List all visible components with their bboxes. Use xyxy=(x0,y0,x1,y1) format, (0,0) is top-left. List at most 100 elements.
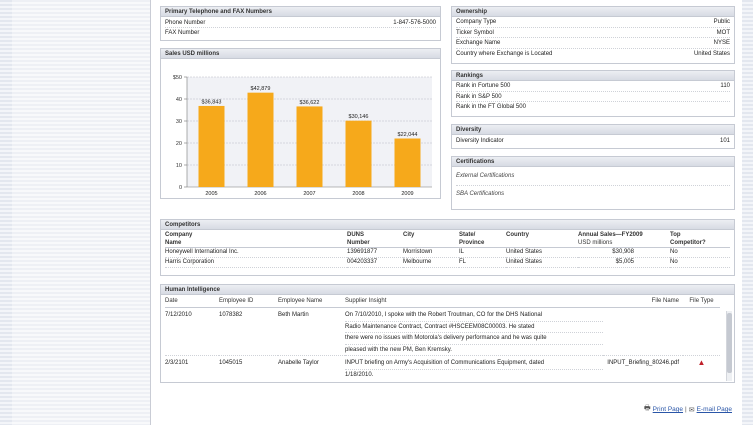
bar xyxy=(198,105,225,187)
col-date: Date xyxy=(165,295,219,308)
hi-insight: INPUT briefing on Army's Acquisition of … xyxy=(345,356,603,381)
bar xyxy=(296,106,323,187)
col-state: State/Province xyxy=(459,230,506,248)
hi-file-type[interactable]: ▲ xyxy=(683,356,720,381)
hi-employee-name: Beth Martin xyxy=(278,307,345,356)
bar-value-label: $36,622 xyxy=(300,100,320,106)
competitors-panel: Competitors Company Name DUNS Number City … xyxy=(160,219,735,276)
hi-date: 7/12/2010 xyxy=(165,307,219,356)
y-tick-label: 30 xyxy=(176,119,182,125)
sales-panel: Sales USD millions $50 40 30 20 10 0 $36,843 20… xyxy=(160,48,441,199)
col-employee-name: Employee Name xyxy=(278,295,345,308)
page-footer: 🖶 Print Page | ✉ E-mail Page xyxy=(644,404,732,415)
col-supplier-insight: Supplier Insight xyxy=(345,295,603,308)
hi-file-name[interactable]: INPUT_Briefing_80246.pdf xyxy=(607,360,679,366)
contact-panel-title: Primary Telephone and FAX Numbers xyxy=(161,7,440,17)
fax-row: FAX Number xyxy=(165,28,436,39)
email-page-link[interactable]: E-mail Page xyxy=(696,406,732,413)
sp-rank-row: Rank in S&P 500 xyxy=(456,92,730,102)
col-annual-sales: Annual Sales—FY2009 USD millions xyxy=(578,230,670,248)
external-certifications: External Certifications xyxy=(456,167,730,186)
pdf-icon[interactable]: ▲ xyxy=(697,358,706,367)
competitor-top: No xyxy=(670,247,730,258)
ownership-panel-title: Ownership xyxy=(452,7,734,17)
company-type-label: Company Type xyxy=(456,19,497,25)
col-file-type: File Type xyxy=(683,295,720,308)
x-tick-label: 2007 xyxy=(303,191,315,197)
competitor-state: IL xyxy=(459,247,506,258)
phone-value: 1-847-576-5000 xyxy=(393,20,436,26)
competitors-table: Company Name DUNS Number City State/Provin… xyxy=(165,230,730,268)
col-city: City xyxy=(403,230,459,248)
insight-scrollbar-thumb[interactable] xyxy=(727,313,732,373)
exchange-country-value: United States xyxy=(693,50,730,57)
exchange-country-row: Country where Exchange is Located United… xyxy=(456,49,730,60)
competitor-sales: $30,908 xyxy=(578,247,670,258)
bar-value-label: $30,146 xyxy=(349,114,369,120)
hi-employee-name: Anabelle Taylor xyxy=(278,360,319,366)
left-sidebar xyxy=(12,0,151,425)
hi-file-name xyxy=(603,307,683,356)
company-type-value: Public xyxy=(713,19,730,25)
x-tick-label: 2006 xyxy=(254,191,266,197)
col-duns: DUNS Number xyxy=(347,230,403,248)
left-decorative-stripe xyxy=(0,0,12,425)
competitor-duns: 004203337 xyxy=(347,257,403,268)
hi-employee-id: 1045015 xyxy=(219,360,243,366)
diversity-panel: Diversity Diversity Indicator 101 xyxy=(451,124,735,149)
fax-label: FAX Number xyxy=(165,30,200,36)
exchange-row: Exchange Name NYSE xyxy=(456,38,730,49)
fortune-rank-row: Rank in Fortune 500 110 xyxy=(456,81,730,92)
contact-panel: Primary Telephone and FAX Numbers Phone … xyxy=(160,6,441,41)
insight-scrollbar[interactable] xyxy=(726,311,732,381)
y-tick-label: 20 xyxy=(176,141,182,147)
x-tick-label: 2008 xyxy=(352,191,364,197)
competitor-country: United States xyxy=(506,257,578,268)
bar xyxy=(247,92,274,187)
company-type-row: Company Type Public xyxy=(456,17,730,28)
hi-file-type xyxy=(683,307,720,356)
competitor-city: Morristown xyxy=(403,247,459,258)
y-tick-label: 10 xyxy=(176,163,182,169)
bar-value-label: $22,044 xyxy=(398,132,418,138)
competitor-company: Harris Corporation xyxy=(165,257,347,268)
print-page-link[interactable]: Print Page xyxy=(652,406,684,413)
table-row: 7/12/2010 1078382 Beth Martin On 7/10/20… xyxy=(165,307,720,356)
col-country: Country xyxy=(506,230,578,248)
rankings-panel: Rankings Rank in Fortune 500 110 Rank in… xyxy=(451,70,735,117)
sp-rank-label: Rank in S&P 500 xyxy=(456,93,502,100)
competitor-country: United States xyxy=(506,247,578,258)
ft-rank-row: Rank in the FT Global 500 xyxy=(456,102,730,113)
competitor-company: Honeywell International Inc. xyxy=(165,247,347,258)
human-intelligence-panel-title: Human Intelligence xyxy=(161,285,734,295)
competitor-top: No xyxy=(670,257,730,268)
y-tick-label: $50 xyxy=(173,75,182,81)
col-employee-id: Employee ID xyxy=(219,295,278,308)
certifications-panel: Certifications External Certifications S… xyxy=(451,156,735,210)
ticker-row: Ticker Symbol MOT xyxy=(456,28,730,38)
competitor-city: Melbourne xyxy=(403,257,459,268)
col-file-name: File Name xyxy=(603,295,683,308)
competitor-duns: 139691877 xyxy=(347,247,403,258)
hi-insight: On 7/10/2010, I spoke with the Robert Tr… xyxy=(345,307,603,356)
printer-icon[interactable]: 🖶 xyxy=(644,405,651,412)
x-tick-label: 2005 xyxy=(205,191,217,197)
col-company: Company Name xyxy=(165,230,347,248)
y-tick-label: 40 xyxy=(176,97,182,103)
certifications-panel-title: Certifications xyxy=(452,157,734,167)
x-tick-label: 2009 xyxy=(401,191,413,197)
fortune-rank-value: 110 xyxy=(720,83,730,89)
bar-value-label: $42,879 xyxy=(251,86,271,92)
phone-row: Phone Number 1-847-576-5000 xyxy=(165,17,436,28)
right-decorative-stripe xyxy=(742,0,753,425)
ft-rank-label: Rank in the FT Global 500 xyxy=(456,104,526,110)
exchange-country-label: Country where Exchange is Located xyxy=(456,50,553,57)
bar xyxy=(345,120,372,187)
table-row: 2/3/2101 1045015 Anabelle Taylor INPUT b… xyxy=(165,356,720,381)
y-tick-label: 0 xyxy=(179,185,182,191)
table-row: Harris Corporation 004203337 Melbourne F… xyxy=(165,257,730,268)
sales-panel-title: Sales USD millions xyxy=(161,49,440,59)
exchange-value: NYSE xyxy=(713,40,730,46)
diversity-value: 101 xyxy=(719,138,730,144)
envelope-icon[interactable]: ✉ xyxy=(688,406,695,414)
